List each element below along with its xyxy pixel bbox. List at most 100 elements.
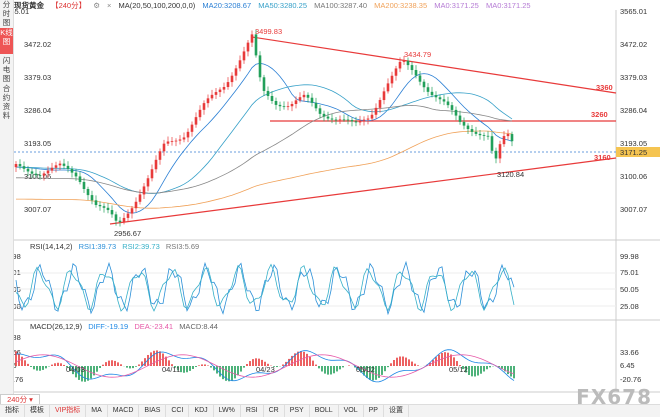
macd-bar [63, 365, 65, 366]
candle-body [303, 95, 306, 97]
candle-body [475, 132, 478, 134]
tab-lw[interactable]: LW% [214, 405, 241, 417]
tab-time-sharing[interactable]: 分时图 [0, 0, 13, 26]
macd-bar [132, 366, 134, 368]
candle-body [15, 164, 18, 167]
tab-kline[interactable]: K线图 [0, 28, 13, 54]
candle-body [499, 144, 502, 158]
macd-bar [243, 366, 245, 368]
candle-body [427, 87, 430, 92]
tab-vol[interactable]: VOL [339, 405, 364, 417]
macd-bar [375, 366, 377, 380]
macd-bar [408, 359, 410, 366]
macd-bar [195, 366, 197, 367]
candle-body [119, 221, 122, 222]
candle-body [79, 176, 82, 182]
price-axis-label: 3193.05 [620, 139, 647, 148]
tab-psy[interactable]: PSY [285, 405, 310, 417]
candle-body [23, 166, 26, 169]
candle-body [159, 151, 162, 160]
price-axis-label: 3286.04 [620, 106, 647, 115]
tab-settings[interactable]: 设置 [384, 405, 409, 417]
candle-body [223, 87, 226, 90]
macd-bar [399, 356, 401, 366]
macd-bar [27, 364, 29, 366]
macd-bar [306, 354, 308, 366]
rsi2-value: RSI2:39.73 [122, 242, 160, 251]
candle-body [63, 164, 66, 166]
macd-bar [510, 366, 512, 377]
macd-bar [483, 366, 485, 371]
macd-bar [246, 364, 248, 366]
chart-canvas[interactable]: 3565.01 3472.02 3379.03 3286.04 3193.05 … [0, 0, 660, 404]
candle-body [259, 55, 262, 77]
macd-bar [447, 353, 449, 366]
macd-bar [387, 366, 389, 367]
macd-bar [180, 366, 182, 372]
macd-axis-label-right: -20.76 [620, 375, 641, 384]
ma20-value: MA20:3208.67 [202, 1, 251, 10]
candle-body [395, 68, 398, 75]
macd-bar [105, 362, 107, 366]
candle-body [47, 171, 50, 174]
symbol-name: 现货黄金 [14, 1, 44, 10]
macd-bar [57, 363, 59, 366]
macd-bar [111, 360, 113, 366]
macd-bar [282, 364, 284, 366]
macd-bar [15, 351, 17, 366]
macd-bar [39, 366, 41, 371]
candle-body [155, 160, 158, 169]
candle-body [495, 151, 498, 159]
candle-body [315, 103, 318, 109]
template-tab[interactable]: 模板 [25, 405, 50, 417]
candle-body [95, 200, 98, 205]
tab-pp[interactable]: PP [364, 405, 384, 417]
level-3360-label: 3360 [596, 83, 613, 92]
macd-bar [507, 366, 509, 374]
vip-indicator-tab[interactable]: VIP指标 [50, 405, 86, 417]
time-axis-label: 04/23 [256, 365, 275, 374]
ma0-value-a: MA0:3171.25 [434, 1, 479, 10]
candle-body [235, 68, 238, 75]
settings-icon[interactable]: ⚙ [93, 1, 100, 10]
macd-bar [414, 364, 416, 366]
indicator-tab[interactable]: 指标 [0, 405, 25, 417]
candle-body [87, 189, 90, 195]
candle-body [199, 110, 202, 117]
rsi-line-2 [16, 265, 514, 312]
tab-kdj[interactable]: KDJ [189, 405, 213, 417]
tab-contract-info[interactable]: 合约资料 [0, 84, 13, 120]
macd-bar [396, 358, 398, 366]
candle-body [39, 175, 42, 176]
tab-ma[interactable]: MA [86, 405, 108, 417]
macd-diff-value: DIFF:-19.19 [88, 322, 128, 331]
tab-bias[interactable]: BIAS [139, 405, 166, 417]
candle-body [431, 92, 434, 95]
dropdown-arrow-icon: ▾ [29, 395, 33, 404]
low-annotation-2: 3120.84 [497, 170, 524, 179]
candle-body [507, 134, 510, 136]
candle-body [35, 174, 38, 175]
candle-body [411, 65, 414, 70]
macd-bar [198, 365, 200, 366]
tab-rsi[interactable]: RSI [241, 405, 264, 417]
candle-body [391, 76, 394, 84]
candle-body [459, 116, 462, 122]
tab-cci[interactable]: CCI [166, 405, 189, 417]
tab-flash-chart[interactable]: 闪电图 [0, 56, 13, 82]
candle-body [55, 165, 58, 167]
candle-body [43, 173, 46, 175]
macd-bar [342, 366, 344, 367]
tab-cr[interactable]: CR [264, 405, 285, 417]
close-icon[interactable]: × [107, 1, 111, 10]
candle-body [383, 91, 386, 100]
macd-bar [234, 366, 236, 378]
tab-macd[interactable]: MACD [108, 405, 140, 417]
candle-body [263, 77, 266, 91]
macd-bar [186, 366, 188, 372]
price-axis: 3565.01 3472.02 3379.03 3286.04 3193.05 … [2, 7, 647, 214]
candle-body [471, 129, 474, 132]
ma-params: MA(20,50,100,200,0,0) [119, 1, 196, 10]
tab-boll[interactable]: BOLL [310, 405, 339, 417]
candle-body [187, 132, 190, 138]
